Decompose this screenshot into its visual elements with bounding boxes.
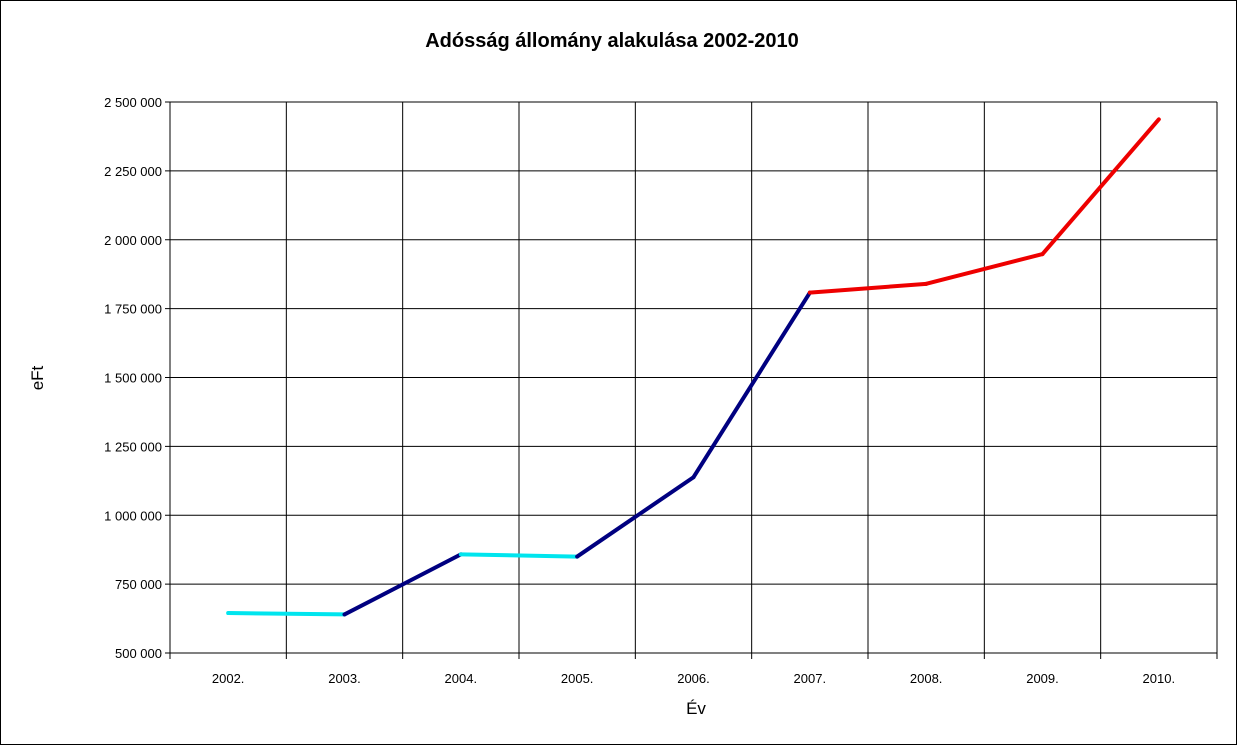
y-tick-label: 1 250 000 [104,439,162,454]
line-segment [691,290,812,480]
y-tick-labels: 500 000 750 000 1 000 000 1 250 000 1 500 00… [104,95,162,661]
x-tick-label: 2002. [212,671,245,686]
y-tick-label: 750 000 [115,577,162,592]
y-tick-label: 500 000 [115,646,162,661]
series-line [226,117,1161,617]
x-tick-label: 2003. [328,671,361,686]
chart-title: Adósság állomány alakulása 2002-2010 [425,30,799,52]
y-axis-label: eFt [28,365,47,390]
x-tick-label: 2005. [561,671,594,686]
y-tick-label: 2 000 000 [104,233,162,248]
line-segment [1040,117,1161,257]
x-tick-label: 2009. [1026,671,1059,686]
line-segment [807,281,929,295]
x-tick-label: 2010. [1143,671,1176,686]
x-tick-label: 2008. [910,671,943,686]
x-tick-labels: 2002. 2003. 2004. 2005. 2006. 2007. 2008. 2009.… [212,671,1175,686]
x-tick-label: 2006. [677,671,710,686]
x-tick-label: 2007. [794,671,827,686]
y-tick-label: 2 250 000 [104,164,162,179]
line-segment [924,252,1045,286]
gridlines [170,101,1218,653]
x-axis-label: Év [686,699,706,718]
y-tick-label: 1 000 000 [104,508,162,523]
line-segment [575,475,696,559]
line-segment [458,552,580,559]
line-segment [342,552,463,617]
y-tick-label: 1 750 000 [104,302,162,317]
y-tick-label: 1 500 000 [104,371,162,386]
x-tick-label: 2004. [445,671,478,686]
axes [165,101,1218,659]
line-segment [226,611,347,617]
y-tick-label: 2 500 000 [104,95,162,110]
